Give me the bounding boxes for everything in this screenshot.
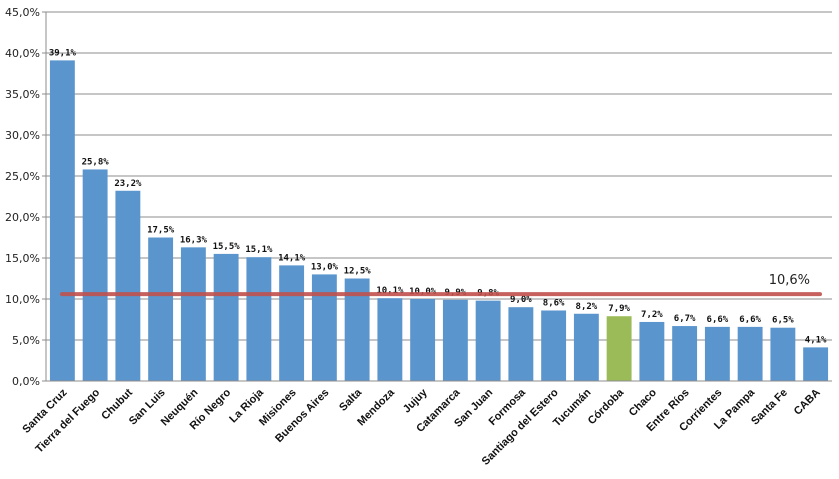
bar [475,300,501,381]
y-tick-label: 35,0% [5,88,40,101]
x-tick-label: Salta [337,386,365,414]
x-tick-label: CABA [792,387,823,418]
data-label: 6,7% [674,314,696,324]
bar [803,347,829,381]
bar [377,298,403,381]
data-label: 6,6% [739,315,761,325]
bar [442,299,468,381]
bar [279,265,305,381]
data-label: 10,0% [409,287,437,297]
data-label: 15,1% [245,245,273,255]
bar [311,274,337,381]
y-tick-label: 20,0% [5,211,40,224]
bar [639,321,665,381]
data-label: 25,8% [82,157,110,167]
bar [737,326,763,381]
x-tick-label: Chaco [627,386,659,418]
y-tick-label: 5,0% [12,334,40,347]
data-label: 10,1% [376,286,404,296]
reference-line-group: 10,6% [60,273,822,297]
bar [148,237,174,381]
gridlines [46,11,832,382]
data-label: 16,3% [180,235,208,245]
y-tick-label: 15,0% [5,252,40,265]
y-axis: 0,0% 5,0% 10,0% 15,0% 20,0% 25,0% 30,0% 35,0% 40… [5,6,47,388]
y-tick-label: 40,0% [5,47,40,60]
data-label: 4,1% [805,335,827,345]
data-label: 7,2% [641,310,663,320]
bars [49,60,829,381]
data-label: 12,5% [344,267,372,277]
bar [82,169,108,381]
y-tick-label: 0,0% [12,375,40,388]
x-tick-label: Córdoba [586,386,627,427]
bar [704,326,730,381]
x-tick-label: Jujuy [401,386,430,415]
data-label: 6,5% [772,316,794,326]
x-tick-label: Santa Fe [749,387,790,428]
y-tick-label: 45,0% [5,6,40,19]
bar [508,307,534,381]
reference-line-label: 10,6% [769,273,810,288]
data-label: 23,2% [114,179,142,189]
bar [115,190,141,381]
bar [246,257,272,381]
data-label: 17,5% [147,226,175,236]
data-label: 13,0% [311,262,339,272]
y-tick-label: 10,0% [5,293,40,306]
bar [213,253,239,381]
x-tick-label: Tierra del Fuego [33,386,102,455]
bar [180,247,206,381]
data-label: 15,5% [213,242,241,252]
bar [770,327,796,381]
data-label: 8,6% [543,298,565,308]
bar [606,316,632,381]
data-label: 14,1% [278,253,306,263]
data-label: 8,2% [576,302,598,312]
y-tick-label: 30,0% [5,129,40,142]
bar [49,60,75,381]
bar [410,299,436,381]
data-label: 6,6% [707,315,729,325]
y-tick-label: 25,0% [5,170,40,183]
bar [573,313,599,381]
bar [541,310,567,381]
bar [672,326,698,381]
data-label: 7,9% [608,304,630,314]
data-labels: 39,1% 25,8% 23,2% 17,5% 16,3% 15,5% 15,1% 14,1%… [49,48,827,345]
x-tick-label: Mendoza [355,386,397,428]
data-label: 9,0% [510,295,532,305]
data-label: 39,1% [49,48,77,58]
